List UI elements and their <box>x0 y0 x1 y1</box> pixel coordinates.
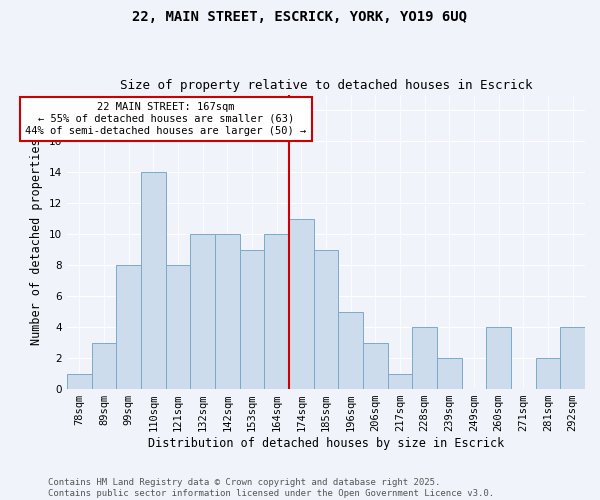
Bar <box>166 265 190 389</box>
Bar <box>240 250 265 389</box>
Bar <box>67 374 92 389</box>
Bar <box>412 327 437 389</box>
Text: 22 MAIN STREET: 167sqm
← 55% of detached houses are smaller (63)
44% of semi-det: 22 MAIN STREET: 167sqm ← 55% of detached… <box>25 102 307 136</box>
Y-axis label: Number of detached properties: Number of detached properties <box>31 138 43 345</box>
Bar <box>338 312 363 389</box>
Title: Size of property relative to detached houses in Escrick: Size of property relative to detached ho… <box>120 79 532 92</box>
Bar <box>388 374 412 389</box>
Bar <box>363 342 388 389</box>
X-axis label: Distribution of detached houses by size in Escrick: Distribution of detached houses by size … <box>148 437 504 450</box>
Text: 22, MAIN STREET, ESCRICK, YORK, YO19 6UQ: 22, MAIN STREET, ESCRICK, YORK, YO19 6UQ <box>133 10 467 24</box>
Bar <box>437 358 461 389</box>
Bar <box>215 234 240 389</box>
Bar <box>190 234 215 389</box>
Bar <box>289 218 314 389</box>
Bar <box>314 250 338 389</box>
Bar <box>141 172 166 389</box>
Bar <box>116 265 141 389</box>
Bar <box>265 234 289 389</box>
Text: Contains HM Land Registry data © Crown copyright and database right 2025.
Contai: Contains HM Land Registry data © Crown c… <box>48 478 494 498</box>
Bar <box>560 327 585 389</box>
Bar <box>92 342 116 389</box>
Bar <box>536 358 560 389</box>
Bar <box>487 327 511 389</box>
